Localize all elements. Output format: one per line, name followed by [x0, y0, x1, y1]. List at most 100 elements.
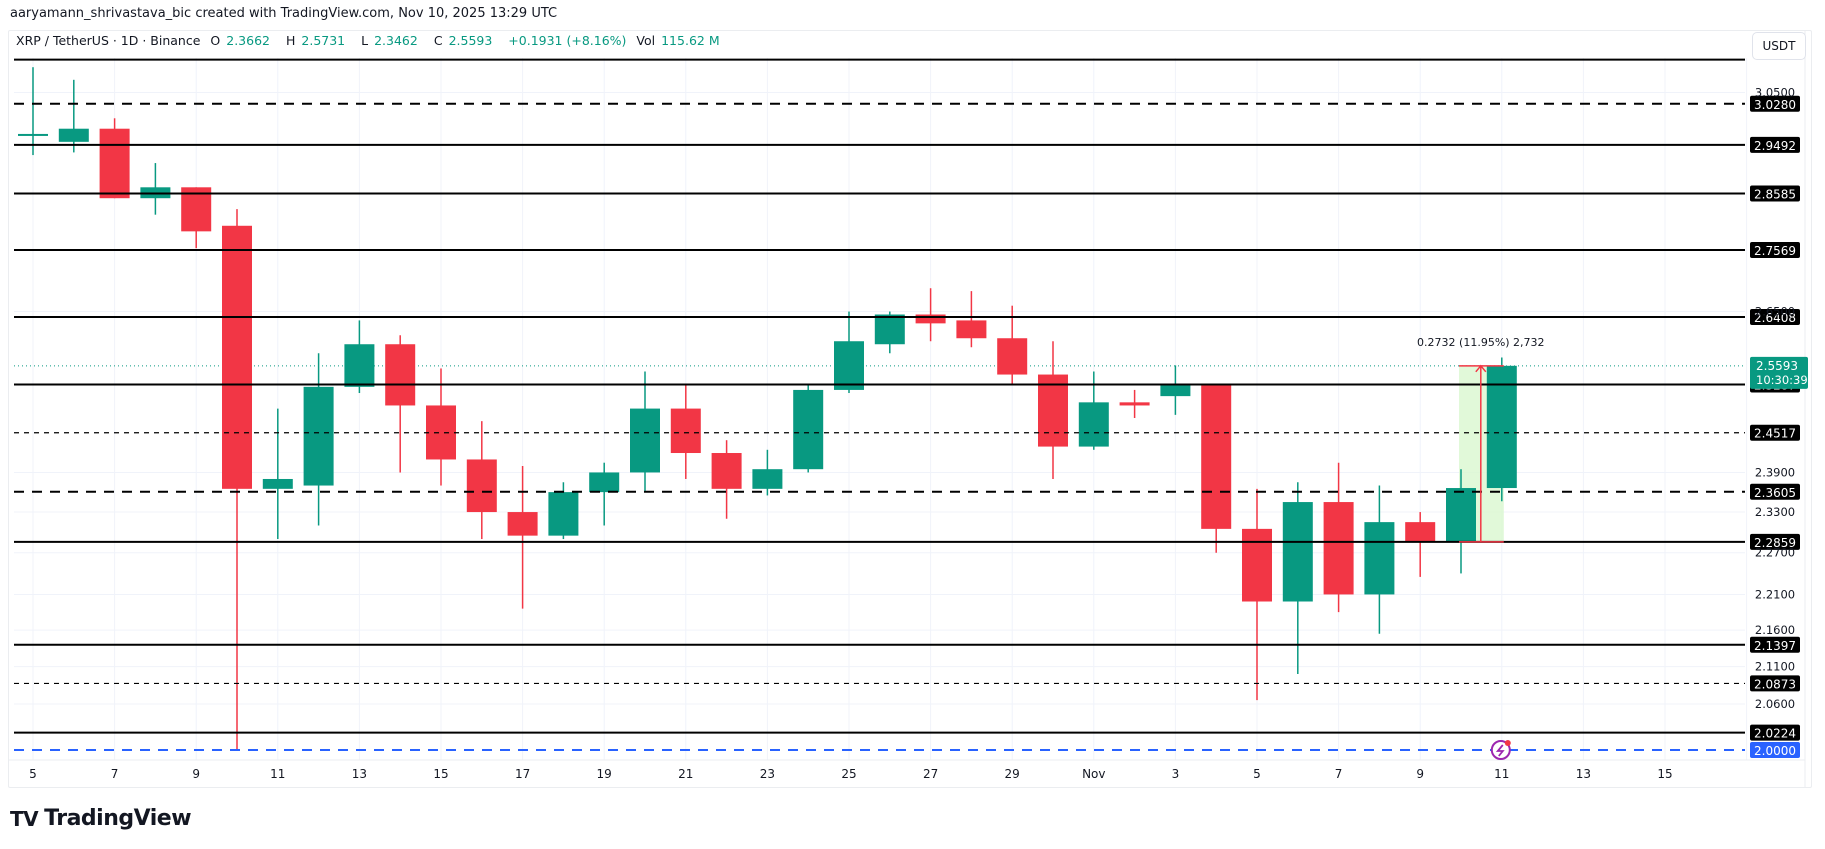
candle-body[interactable]	[711, 453, 742, 489]
time-tick-label: 23	[760, 767, 775, 781]
price-level-label: 2.4517	[1754, 427, 1796, 441]
price-label-bg	[1750, 95, 1800, 112]
time-tick-label: 9	[192, 767, 200, 781]
candle-body[interactable]	[1282, 502, 1313, 602]
price-tick-label: 2.0600	[1755, 697, 1795, 711]
candle-body[interactable]	[874, 314, 905, 345]
bar-countdown: 10:30:39	[1756, 373, 1808, 387]
price-label-bg	[1750, 136, 1800, 153]
price-label-bg	[1750, 724, 1800, 741]
candle-body[interactable]	[915, 314, 946, 324]
price-level-label: 2.0000	[1754, 744, 1796, 758]
price-tick-label: 2.2100	[1755, 587, 1795, 601]
tradingview-logo[interactable]: TV TradingView	[10, 806, 192, 831]
time-tick-label: 5	[1253, 767, 1261, 781]
ohlc-low: L 2.3462	[361, 33, 418, 48]
price-label-bg	[1750, 675, 1800, 692]
candle-body[interactable]	[262, 478, 293, 489]
last-price-value: 2.5593	[1756, 359, 1798, 373]
price-label-bg	[1750, 636, 1800, 653]
price-level-label: 2.2859	[1754, 536, 1796, 550]
alert-lightning-icon[interactable]	[1490, 740, 1511, 760]
candle-body[interactable]	[1446, 488, 1476, 543]
candle-body[interactable]	[834, 341, 864, 390]
candle-body[interactable]	[344, 344, 375, 387]
candle-body[interactable]	[466, 459, 497, 513]
price-tick-label: 2.6500	[1755, 305, 1795, 319]
volume: Vol 115.62 M	[636, 33, 720, 48]
candle-body[interactable]	[630, 408, 660, 473]
price-level-label: 2.9492	[1754, 139, 1796, 153]
price-level-label: 2.6408	[1754, 311, 1796, 325]
price-label-bg	[1750, 424, 1800, 441]
symbol-title[interactable]: XRP / TetherUS · 1D · Binance	[16, 33, 201, 48]
candle-body[interactable]	[1201, 383, 1232, 529]
candle-body[interactable]	[1323, 502, 1354, 595]
candle-body[interactable]	[589, 472, 620, 493]
candle-body[interactable]	[1160, 383, 1191, 397]
time-tick-label: 11	[1494, 767, 1509, 781]
chart-panel[interactable]	[8, 30, 1812, 788]
candle-body[interactable]	[18, 133, 48, 136]
price-tick-label: 2.2700	[1755, 546, 1795, 560]
time-tick-label: 15	[433, 767, 448, 781]
price-label-bg	[1750, 742, 1800, 758]
time-tick-label: 7	[111, 767, 119, 781]
measure-label: 0.2732 (11.95%) 2,732	[1417, 336, 1545, 349]
candle-body[interactable]	[752, 469, 783, 489]
price-label-bg	[1750, 185, 1800, 202]
candle-body[interactable]	[426, 405, 456, 460]
price-tick-label: 3.0500	[1755, 86, 1795, 100]
time-tick-label: 11	[270, 767, 285, 781]
candle-body[interactable]	[99, 128, 130, 199]
time-tick-label: 15	[1657, 767, 1672, 781]
price-level-label: 2.0873	[1754, 677, 1796, 691]
candle-body[interactable]	[1078, 402, 1109, 447]
price-label-bg	[1750, 308, 1800, 325]
candle-body[interactable]	[181, 187, 212, 232]
time-tick-label: 25	[841, 767, 856, 781]
time-tick-label: 7	[1335, 767, 1343, 781]
candle-body[interactable]	[1119, 402, 1150, 406]
ohlc-high: H 2.5731	[285, 33, 346, 48]
price-label-bg	[1750, 533, 1800, 550]
candle-body[interactable]	[1364, 522, 1395, 595]
measure-arrowhead	[1475, 364, 1487, 373]
candle-body[interactable]	[1405, 522, 1436, 543]
time-tick-label: 9	[1416, 767, 1424, 781]
lightning-glyph	[1495, 744, 1505, 757]
candle-body[interactable]	[507, 512, 538, 536]
candle-body[interactable]	[222, 225, 252, 489]
last-price-badge	[1750, 356, 1808, 389]
price-tick-label: 2.1600	[1755, 623, 1795, 637]
chart-credit: aaryamann_shrivastava_bic created with T…	[10, 6, 558, 21]
time-tick-label: 17	[515, 767, 530, 781]
time-tick-label: 13	[1576, 767, 1591, 781]
price-level-label: 2.7569	[1754, 244, 1796, 258]
candle-body[interactable]	[793, 389, 824, 470]
price-level-label: 2.0224	[1754, 727, 1796, 741]
candle-body[interactable]	[997, 338, 1028, 375]
candle-body[interactable]	[303, 386, 334, 486]
candle-body[interactable]	[1038, 374, 1068, 447]
candle-body[interactable]	[670, 408, 701, 454]
ohlc-open: O 2.3662	[210, 33, 270, 48]
currency-button[interactable]: USDT	[1752, 32, 1806, 60]
price-tick-label: 2.1100	[1755, 660, 1795, 674]
time-tick-label: 19	[597, 767, 612, 781]
candle-body[interactable]	[58, 128, 89, 142]
price-tick-label: 2.3900	[1755, 465, 1795, 479]
price-tick-label: 2.3300	[1755, 505, 1795, 519]
candle-body[interactable]	[1486, 365, 1517, 489]
price-level-label: 2.1397	[1754, 639, 1796, 653]
candle-body[interactable]	[956, 320, 987, 339]
ohlc-close: C 2.5593	[433, 33, 493, 48]
price-level-label: 3.0280	[1754, 98, 1796, 112]
tradingview-logo-text: TradingView	[44, 806, 192, 831]
candle-body[interactable]	[385, 344, 416, 406]
candle-body[interactable]	[1242, 528, 1272, 602]
price-level-label: 2.8585	[1754, 188, 1796, 202]
candle-body[interactable]	[548, 492, 579, 536]
